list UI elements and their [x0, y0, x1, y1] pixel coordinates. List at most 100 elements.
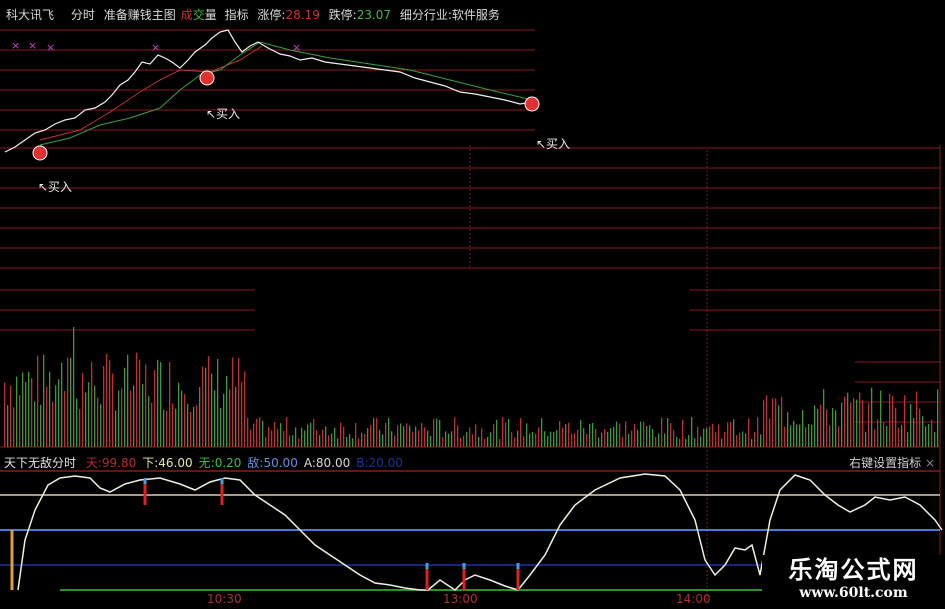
volume-bar — [643, 421, 645, 447]
limit-down-value: 23.07 — [356, 8, 392, 22]
stock-name[interactable]: 科大讯飞 — [6, 8, 55, 22]
volume-bar — [46, 386, 48, 447]
volume-bar — [223, 393, 225, 447]
volume-bar — [625, 421, 627, 447]
volume-bar — [331, 433, 333, 447]
volume-bar — [769, 418, 771, 447]
indicator-settings[interactable]: 右键设置指标 × — [849, 454, 935, 471]
volume-bar — [646, 426, 648, 447]
volume-bar — [826, 409, 828, 447]
volume-bar — [187, 403, 189, 447]
volume-bar — [523, 435, 525, 447]
volume-bar — [820, 404, 822, 447]
volume-bar — [868, 403, 870, 447]
indicator-item-label: 无: — [198, 456, 215, 470]
volume-bar — [82, 373, 84, 447]
volume-bar — [214, 390, 216, 447]
indicator-item-label: A: — [303, 456, 316, 470]
volume-bar — [178, 382, 180, 447]
volume-bar — [796, 424, 798, 447]
volume-bar — [22, 372, 24, 447]
volume-bar — [229, 389, 231, 447]
volume-bar — [763, 400, 765, 447]
volume-bar — [586, 434, 588, 447]
volume-bar — [490, 432, 492, 447]
volume-bar — [199, 387, 201, 447]
volume-bar — [352, 438, 354, 447]
volume-bar — [328, 435, 330, 447]
volume-bar — [889, 393, 891, 447]
indicator-item-label: B: — [356, 456, 369, 470]
indicator-label[interactable]: 指标 — [224, 8, 249, 22]
volume-bar — [100, 404, 102, 447]
main-chart-label[interactable]: 准备赚钱主图 — [103, 8, 176, 22]
volume-bar — [793, 420, 795, 447]
volume-bar — [325, 426, 327, 447]
volume-bar — [169, 362, 171, 447]
volume-label-c[interactable]: 量 — [204, 8, 217, 22]
volume-bar — [667, 418, 669, 447]
mode-label[interactable]: 分时 — [70, 8, 95, 22]
volume-bar — [304, 430, 306, 447]
cross-marker-icon: × — [292, 41, 301, 54]
volume-bar — [814, 405, 816, 447]
volume-bar — [496, 419, 498, 447]
volume-bar — [172, 403, 174, 447]
volume-bar — [805, 427, 807, 447]
volume-bar — [49, 371, 51, 447]
buy-signal-label: ↖买入 — [38, 180, 73, 194]
volume-bar — [28, 371, 30, 447]
right-click-settings-label[interactable]: 右键设置指标 — [849, 456, 922, 470]
volume-bar — [481, 428, 483, 447]
volume-bar — [385, 423, 387, 447]
volume-bar — [31, 378, 33, 447]
indicator-name[interactable]: 天下无敌分时 — [4, 456, 77, 470]
volume-bar — [823, 389, 825, 447]
volume-bar — [487, 436, 489, 447]
volume-bar — [910, 404, 912, 447]
volume-bar — [346, 436, 348, 447]
volume-bar — [736, 435, 738, 447]
buy-signal-label: ↖买入 — [536, 137, 571, 151]
volume-bar — [619, 423, 621, 447]
volume-bar — [256, 418, 258, 447]
volume-bar — [76, 398, 78, 447]
buy-signal-ball-icon — [32, 145, 48, 161]
volume-bar — [628, 433, 630, 447]
industry-label: 细分行业:软件服务 — [399, 8, 500, 22]
buy-signal-ball-icon — [199, 70, 215, 86]
volume-bar — [829, 425, 831, 447]
volume-bar — [817, 409, 819, 447]
volume-bar — [142, 383, 144, 447]
volume-bar — [106, 353, 108, 447]
volume-label-b[interactable]: 交 — [192, 8, 205, 22]
volume-bar — [718, 424, 720, 447]
indicator-item-value: 99.80 — [101, 456, 137, 470]
volume-bar — [592, 422, 594, 447]
volume-bar — [247, 417, 249, 447]
volume-bar — [166, 410, 168, 447]
volume-bar — [217, 359, 219, 447]
volume-bar — [907, 431, 909, 447]
volume-bar — [688, 434, 690, 447]
volume-bar — [703, 428, 705, 447]
volume-label-a[interactable]: 成 — [180, 8, 193, 22]
close-icon[interactable]: × — [924, 456, 935, 470]
volume-bar — [232, 357, 234, 447]
volume-bar — [94, 385, 96, 447]
volume-bar — [520, 418, 522, 447]
limit-up-label: 涨停: — [257, 8, 286, 22]
volume-bar — [271, 430, 273, 447]
volume-bar — [262, 420, 264, 447]
indicator-item-value: 50.00 — [263, 456, 298, 470]
volume-bar — [148, 396, 150, 447]
volume-bar — [661, 417, 663, 447]
volume-bar — [127, 354, 129, 447]
volume-bar — [568, 422, 570, 447]
volume-bar — [439, 419, 441, 447]
volume-bar — [508, 418, 510, 447]
volume-bar — [286, 417, 288, 447]
volume-bar — [559, 421, 561, 447]
volume-bar — [160, 362, 162, 447]
